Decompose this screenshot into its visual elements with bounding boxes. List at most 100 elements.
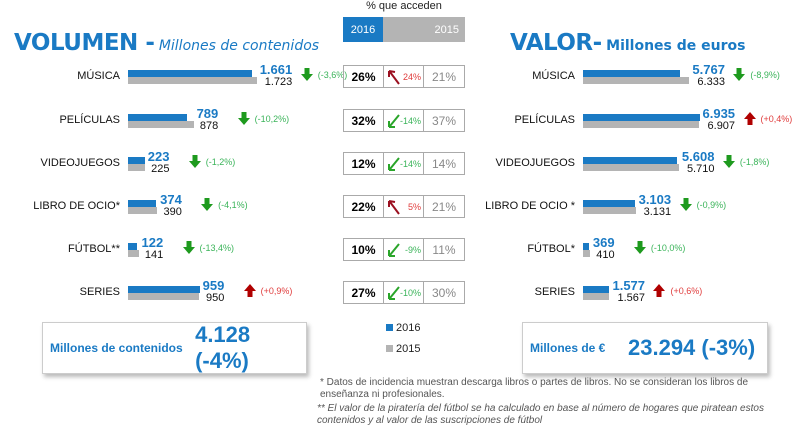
arrow-up-icon: [243, 284, 256, 297]
value-value-2016: 1.577: [612, 278, 646, 293]
value-bar-2015: [583, 207, 636, 214]
volume-bar-2015: [128, 250, 139, 257]
volume-value-labels: 959 950: [203, 279, 225, 304]
arrow-up-left-icon: [388, 199, 400, 215]
value-category-label: SERIES: [534, 286, 575, 298]
access-change-pct: -10%: [399, 287, 421, 298]
arrow-down-icon: [633, 241, 646, 254]
access-change-pct: -14%: [399, 115, 421, 126]
value-change: (+0,6%): [652, 283, 702, 298]
value-value-2016: 369: [592, 235, 615, 250]
volume-value-2015: 878: [199, 120, 219, 132]
value-bar-2016: [583, 70, 680, 77]
access-change-pct: -14%: [399, 158, 421, 169]
value-total-value: 23.294 (-3%): [628, 335, 756, 360]
volume-change: (-3,6%): [300, 67, 348, 82]
footnote-2: ** El valor de la piratería del fútbol s…: [317, 403, 764, 426]
volume-total-value: 4.128 (-4%): [195, 322, 251, 373]
access-change-cell: 5%: [383, 195, 424, 218]
value-change: (-10,0%): [633, 240, 686, 255]
volume-bar-2015: [128, 293, 199, 300]
access-2016-cell: 27%: [343, 281, 384, 304]
arrow-down-icon: [182, 241, 195, 254]
access-2015-cell: 11%: [423, 238, 465, 261]
arrow-down-left-icon: [388, 285, 400, 300]
value-value-2016: 6.935: [702, 106, 736, 121]
value-bar-2016: [583, 157, 678, 164]
access-change-cell: -9%: [383, 238, 424, 261]
volume-change-pct: (-1,2%): [205, 156, 236, 167]
legend-2015: 2015: [386, 343, 420, 355]
value-value-2015: 3.131: [643, 206, 672, 218]
access-change-cell: -14%: [383, 152, 424, 175]
value-bar-2015: [583, 77, 690, 84]
access-2015-cell: 30%: [423, 281, 465, 304]
volume-change-pct: (-3,6%): [317, 69, 348, 80]
value-bar-2015: [583, 121, 700, 128]
volume-change: (-10,2%): [237, 111, 290, 126]
value-title: VALOR-: [510, 30, 602, 56]
value-value-2015: 6.333: [697, 76, 725, 88]
value-value-2015: 6.907: [707, 120, 736, 132]
volume-value-labels: 374 390: [160, 193, 182, 218]
volume-value-2015: 1.723: [264, 76, 293, 88]
value-bar-2016: [583, 286, 610, 293]
volume-value-2016: 374: [160, 192, 182, 207]
volume-change: (-4,1%): [200, 197, 248, 212]
access-2015-cell: 37%: [423, 109, 465, 132]
access-2016-cell: 12%: [343, 152, 384, 175]
value-change-pct: (-10,0%): [650, 242, 686, 253]
volume-heading: VOLUMEN - Millones de contenidos: [14, 30, 319, 56]
arrow-up-icon: [653, 284, 666, 297]
value-bar-2015: [583, 250, 590, 257]
volume-bar-2016: [128, 200, 156, 207]
volume-bar-2015: [128, 164, 145, 171]
access-change-pct: 24%: [402, 71, 421, 82]
arrow-down-icon: [722, 155, 735, 168]
access-change-pct: 5%: [407, 201, 421, 212]
value-change-pct: (+0,4%): [760, 113, 793, 124]
volume-value-2015: 225: [151, 163, 170, 175]
value-bar-2016: [583, 200, 636, 207]
value-value-2016: 3.103: [638, 192, 672, 207]
volume-bar-2016: [128, 114, 187, 121]
access-change-cell: -14%: [383, 109, 424, 132]
value-value-labels: 5.608 5.710: [682, 150, 715, 175]
legend-swatch-2016: [386, 324, 393, 331]
volume-category-label: PELÍCULAS: [59, 114, 120, 126]
volume-bar-2015: [128, 77, 257, 84]
value-total-label: Millones de €: [530, 341, 606, 355]
volume-bar-2015: [128, 121, 194, 128]
value-subtitle: Millones de euros: [606, 38, 746, 54]
access-2016-cell: 26%: [343, 65, 384, 88]
value-value-2016: 5.767: [692, 62, 725, 77]
volume-subtitle: Millones de contenidos: [158, 38, 320, 54]
legend-label-2015: 2015: [396, 343, 421, 355]
value-heading: VALOR- Millones de euros: [510, 30, 745, 56]
volume-value-2015: 141: [144, 249, 164, 261]
value-total-box: Millones de € 23.294 (-3%): [522, 322, 768, 374]
volume-change-pct: (-4,1%): [218, 199, 248, 210]
value-category-label: PELÍCULAS: [514, 114, 575, 126]
volume-category-label: SERIES: [79, 286, 120, 298]
value-bar-2016: [583, 114, 700, 121]
value-bar-2015: [583, 293, 610, 300]
volume-change-pct: (-10,2%): [254, 113, 290, 124]
access-2015-cell: 21%: [423, 195, 465, 218]
volume-title: VOLUMEN -: [14, 30, 155, 56]
value-value-labels: 6.935 6.907: [703, 107, 736, 132]
value-change-pct: (-1,8%): [739, 156, 770, 167]
value-change-pct: (-0,9%): [696, 199, 727, 210]
value-category-label: VIDEOJUEGOS: [495, 157, 575, 169]
arrow-down-icon: [201, 198, 214, 211]
arrow-down-left-icon: [388, 156, 400, 171]
volume-value-labels: 223 225: [148, 150, 170, 175]
access-change-cell: 24%: [383, 65, 424, 88]
arrow-down-icon: [300, 68, 313, 81]
volume-value-2016: 223: [147, 149, 170, 164]
value-change: (+0,4%): [743, 111, 793, 126]
volume-total-box: Millones de contenidos 4.128 (-4%): [42, 322, 307, 374]
access-2015-cell: 14%: [423, 152, 465, 175]
value-change: (-8,9%): [732, 67, 780, 82]
